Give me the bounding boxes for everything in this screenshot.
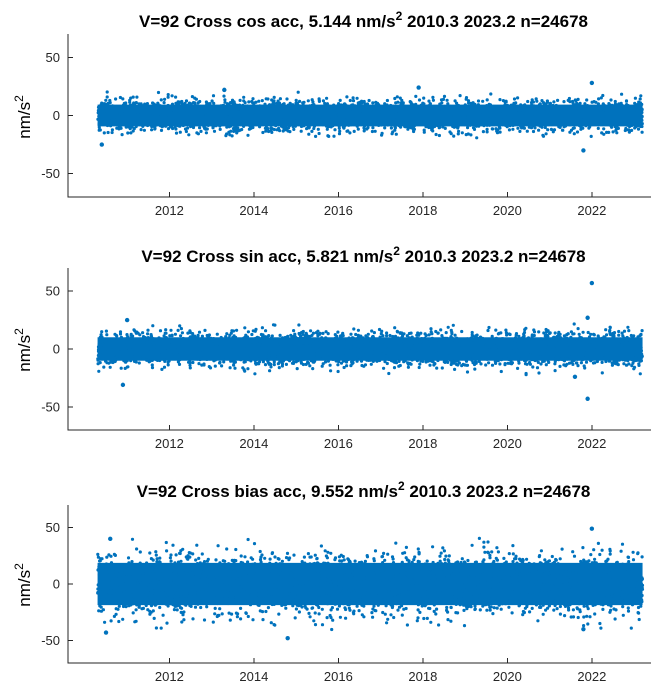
outlier-point: [120, 382, 126, 388]
outlier-point: [585, 315, 590, 320]
outlier-point: [589, 280, 595, 286]
y-tick-label: -50: [41, 399, 60, 414]
y-tick-label: 50: [46, 284, 60, 299]
chart-title: V=92 Cross cos acc, 5.144 nm/s2 2010.3 2…: [139, 9, 588, 31]
y-axis-label: nm/s2: [12, 563, 34, 607]
chart-title-main: V=92 Cross sin acc, 5.821 nm/s: [141, 247, 393, 266]
scatter-series: [96, 280, 644, 401]
scatter-points: [96, 90, 644, 140]
outlier-point: [589, 526, 595, 531]
outlier-point: [124, 317, 130, 323]
chart-title-suffix: 2010.3 2023.2 n=24678: [400, 247, 586, 266]
chart-title-superscript: 2: [396, 9, 403, 23]
axes-frame: [67, 268, 651, 431]
x-tick-label: 2022: [577, 669, 606, 684]
panel-2: V=92 Cross sin acc, 5.821 nm/s2 2010.3 2…: [12, 244, 651, 451]
outlier-point: [222, 87, 227, 93]
y-tick-label: -50: [41, 633, 60, 648]
x-tick-label: 2014: [239, 669, 268, 684]
x-tick-label: 2018: [408, 436, 437, 451]
outlier-point: [585, 396, 590, 401]
outlier-point: [99, 142, 104, 147]
x-tick-label: 2012: [155, 669, 184, 684]
chart-title-main: V=92 Cross bias acc, 9.552 nm/s: [137, 482, 398, 501]
outlier-point: [103, 630, 109, 635]
x-tick-label: 2018: [408, 203, 437, 218]
chart-title-suffix: 2010.3 2023.2 n=24678: [405, 482, 591, 501]
x-tick-label: 2020: [493, 669, 522, 684]
y-tick-label: -50: [41, 166, 60, 181]
scatter-points: [96, 536, 645, 632]
scatter-series: [96, 80, 644, 153]
y-tick-label: 0: [53, 577, 60, 592]
y-tick-label: 0: [53, 108, 60, 123]
x-tick-label: 2012: [155, 203, 184, 218]
x-tick-label: 2016: [324, 669, 353, 684]
y-tick-label: 50: [46, 50, 60, 65]
chart-title-superscript: 2: [398, 479, 405, 493]
chart-title-suffix: 2010.3 2023.2 n=24678: [402, 12, 588, 31]
x-tick-label: 2016: [324, 436, 353, 451]
x-tick-label: 2016: [324, 203, 353, 218]
outlier-point: [589, 80, 595, 86]
outlier-point: [416, 85, 421, 90]
y-axis-label: nm/s2: [12, 328, 34, 372]
y-axis-label: nm/s2: [12, 95, 34, 139]
x-tick-label: 2022: [577, 203, 606, 218]
axes-frame: [67, 34, 651, 198]
outlier-point: [285, 635, 290, 641]
chart-title: V=92 Cross sin acc, 5.821 nm/s2 2010.3 2…: [141, 244, 585, 266]
outlier-point: [581, 626, 586, 632]
chart-title-superscript: 2: [393, 244, 400, 258]
x-tick-label: 2020: [493, 203, 522, 218]
x-tick-label: 2018: [408, 669, 437, 684]
panel-3: V=92 Cross bias acc, 9.552 nm/s2 2010.3 …: [12, 479, 651, 684]
y-tick-label: 0: [53, 342, 60, 357]
scatter-points: [96, 322, 644, 377]
x-tick-label: 2020: [493, 436, 522, 451]
y-tick-label: 50: [46, 520, 60, 535]
scatter-series: [96, 526, 645, 641]
panel-1: V=92 Cross cos acc, 5.144 nm/s2 2010.3 2…: [12, 9, 651, 218]
x-tick-label: 2014: [239, 203, 268, 218]
x-tick-label: 2014: [239, 436, 268, 451]
outlier-point: [581, 148, 586, 153]
outlier-point: [108, 536, 113, 542]
x-tick-label: 2012: [155, 436, 184, 451]
axes-frame: [67, 505, 651, 664]
chart-title: V=92 Cross bias acc, 9.552 nm/s2 2010.3 …: [137, 479, 591, 501]
outlier-point: [572, 374, 578, 379]
chart-title-main: V=92 Cross cos acc, 5.144 nm/s: [139, 12, 396, 31]
x-tick-label: 2022: [577, 436, 606, 451]
